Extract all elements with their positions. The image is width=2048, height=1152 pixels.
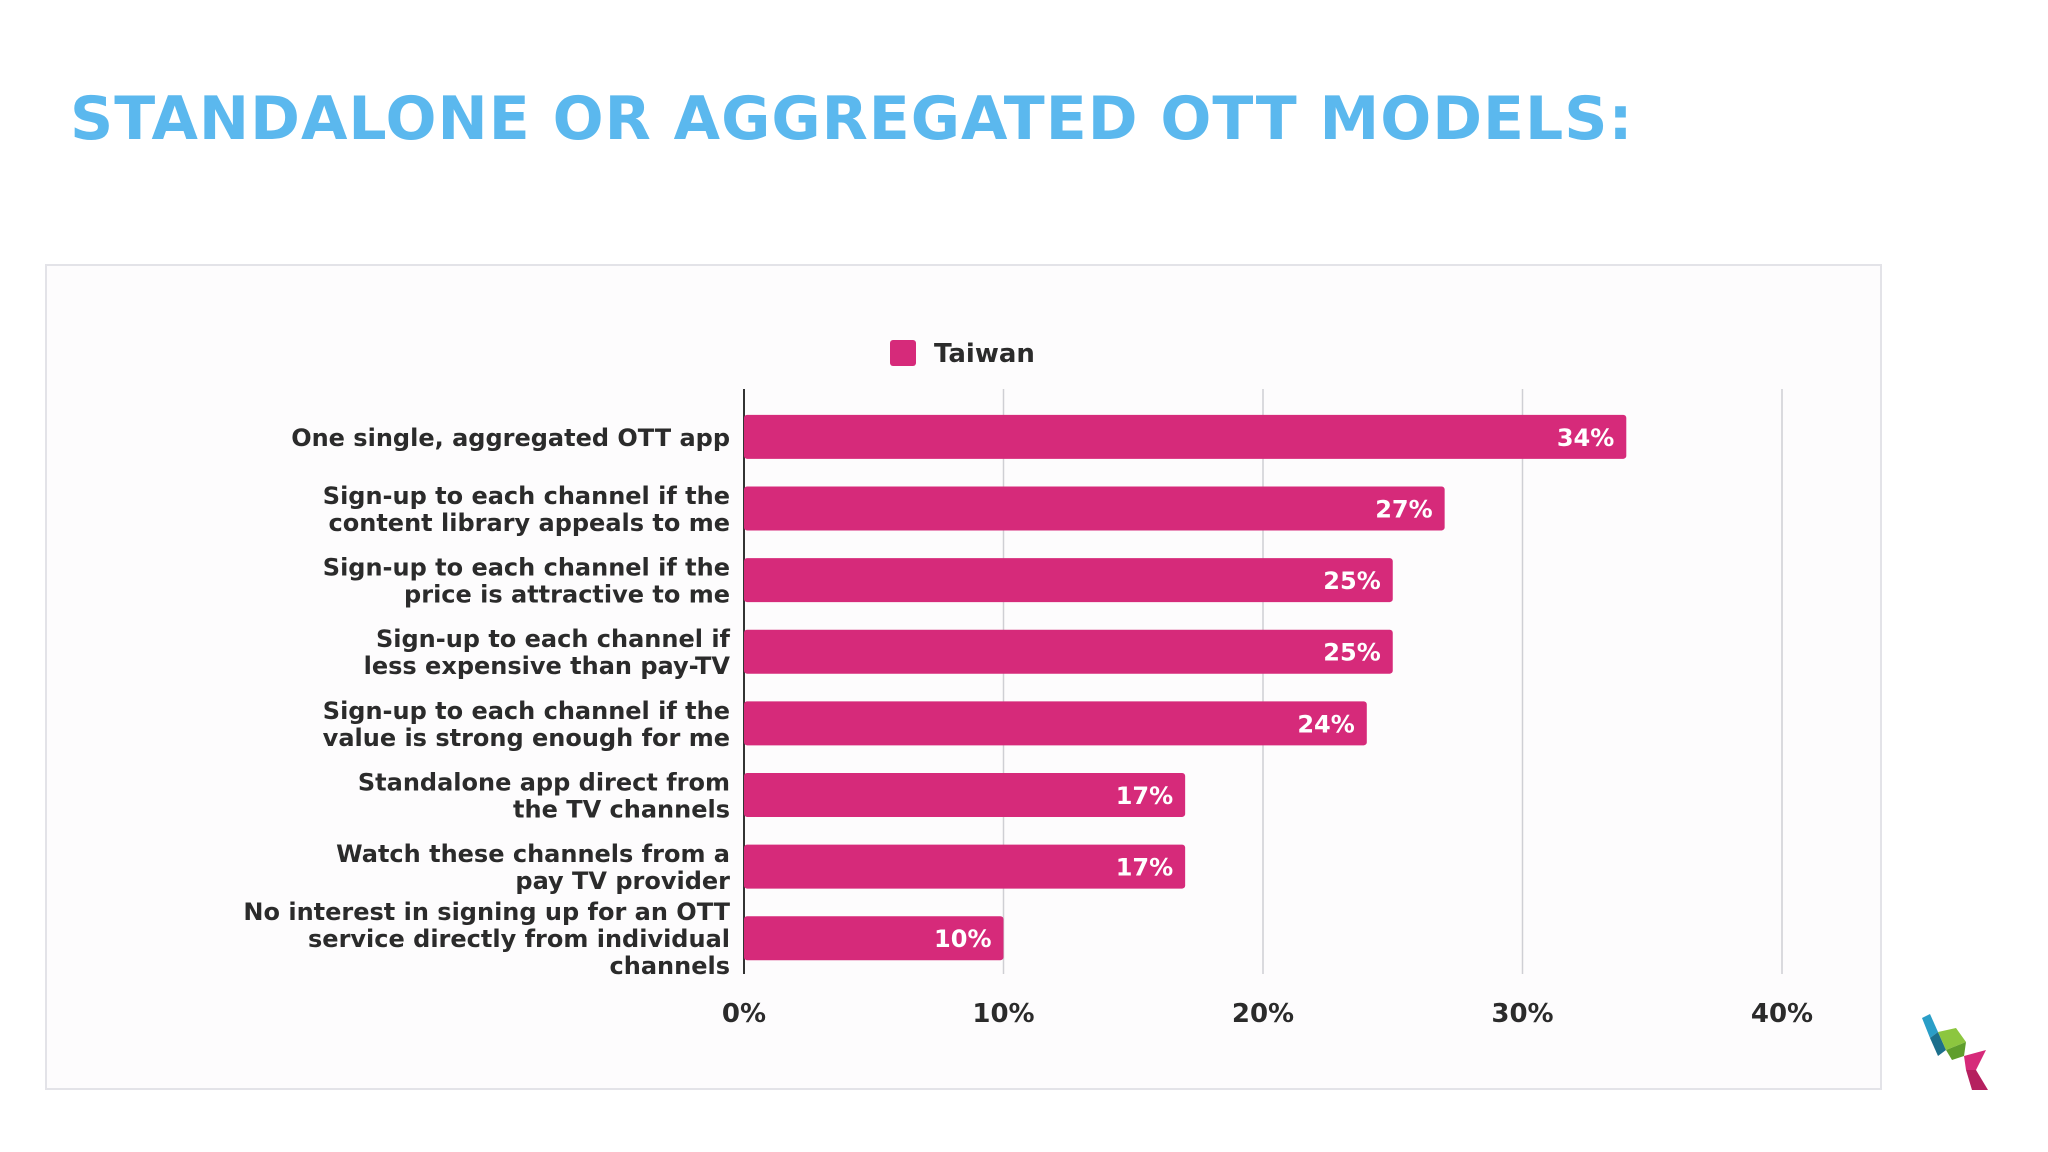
bar-value-label: 17% <box>1116 782 1173 810</box>
category-label-line: Sign-up to each channel if the <box>323 697 730 725</box>
x-tick-label: 40% <box>1751 999 1813 1029</box>
logo-cube-pink <box>1964 1050 1986 1070</box>
category-label-line: Watch these channels from a <box>336 840 730 868</box>
category-label-line: Standalone app direct from <box>358 768 730 796</box>
category-label: Sign-up to each channel if the content li… <box>323 482 730 537</box>
bar-value-label: 27% <box>1375 495 1432 523</box>
category-label: Sign-up to each channel if less expensive… <box>364 625 731 680</box>
category-label-line: Sign-up to each channel if the <box>323 482 730 510</box>
bar <box>744 629 1393 674</box>
company-logo-icon <box>1922 1014 1988 1090</box>
chart-frame: 0% 10% 20% 30% 40% Taiwan 34% One single, aggre… <box>45 264 1882 1090</box>
category-label: One single, aggregated OTT app <box>291 424 730 452</box>
x-tick-label: 20% <box>1232 999 1294 1029</box>
legend-label: Taiwan <box>934 339 1035 369</box>
bar-value-label: 17% <box>1116 854 1173 882</box>
bar <box>744 844 1186 889</box>
category-label-line: One single, aggregated OTT app <box>291 424 730 452</box>
category-label-line: price is attractive to me <box>404 581 730 609</box>
bar <box>744 558 1393 603</box>
x-tick-label: 10% <box>972 999 1034 1029</box>
category-label: Watch these channels from a pay TV provid… <box>336 840 730 895</box>
category-label: Sign-up to each channel if the price is a… <box>323 554 730 609</box>
category-label-line: less expensive than pay-TV <box>364 652 731 680</box>
logo-cube-teal <box>1922 1014 1938 1038</box>
category-label-line: channels <box>610 952 730 980</box>
bar-value-label: 10% <box>934 925 991 953</box>
bar-value-label: 25% <box>1323 567 1380 595</box>
category-label-line: Sign-up to each channel if <box>376 625 731 653</box>
category-label-line: content library appeals to me <box>329 509 730 537</box>
category-label: No interest in signing up for an OTT serv… <box>243 898 730 980</box>
bar-value-label: 34% <box>1557 424 1614 452</box>
category-label-line: pay TV provider <box>515 867 730 895</box>
bar <box>744 486 1445 531</box>
category-label-line: No interest in signing up for an OTT <box>243 898 730 926</box>
category-label-line: Sign-up to each channel if the <box>323 554 730 582</box>
logo-cube-green-dark <box>1946 1042 1966 1060</box>
category-label-line: the TV channels <box>513 795 730 823</box>
bar <box>744 414 1627 459</box>
bar-chart: 0% 10% 20% 30% 40% Taiwan 34% One single, aggre… <box>243 339 1813 1029</box>
category-label: Sign-up to each channel if the value is s… <box>323 697 730 752</box>
category-label-line: value is strong enough for me <box>323 724 730 752</box>
bar-value-label: 24% <box>1297 710 1354 738</box>
slide-title: STANDALONE OR AGGREGATED OTT MODELS: <box>70 84 1634 154</box>
x-tick-label: 30% <box>1491 999 1553 1029</box>
category-label: Standalone app direct from the TV channel… <box>358 768 730 823</box>
bar <box>744 701 1367 746</box>
bar <box>744 916 1004 961</box>
logo-cube-green <box>1938 1028 1966 1050</box>
category-label-line: service directly from individual <box>308 925 730 953</box>
legend-swatch <box>890 340 916 366</box>
logo-cube-pink-dark <box>1966 1070 1988 1090</box>
logo-cube-dark-teal <box>1930 1032 1946 1056</box>
x-tick-label: 0% <box>722 999 766 1029</box>
bar-value-label: 25% <box>1323 639 1380 667</box>
bar <box>744 772 1186 817</box>
